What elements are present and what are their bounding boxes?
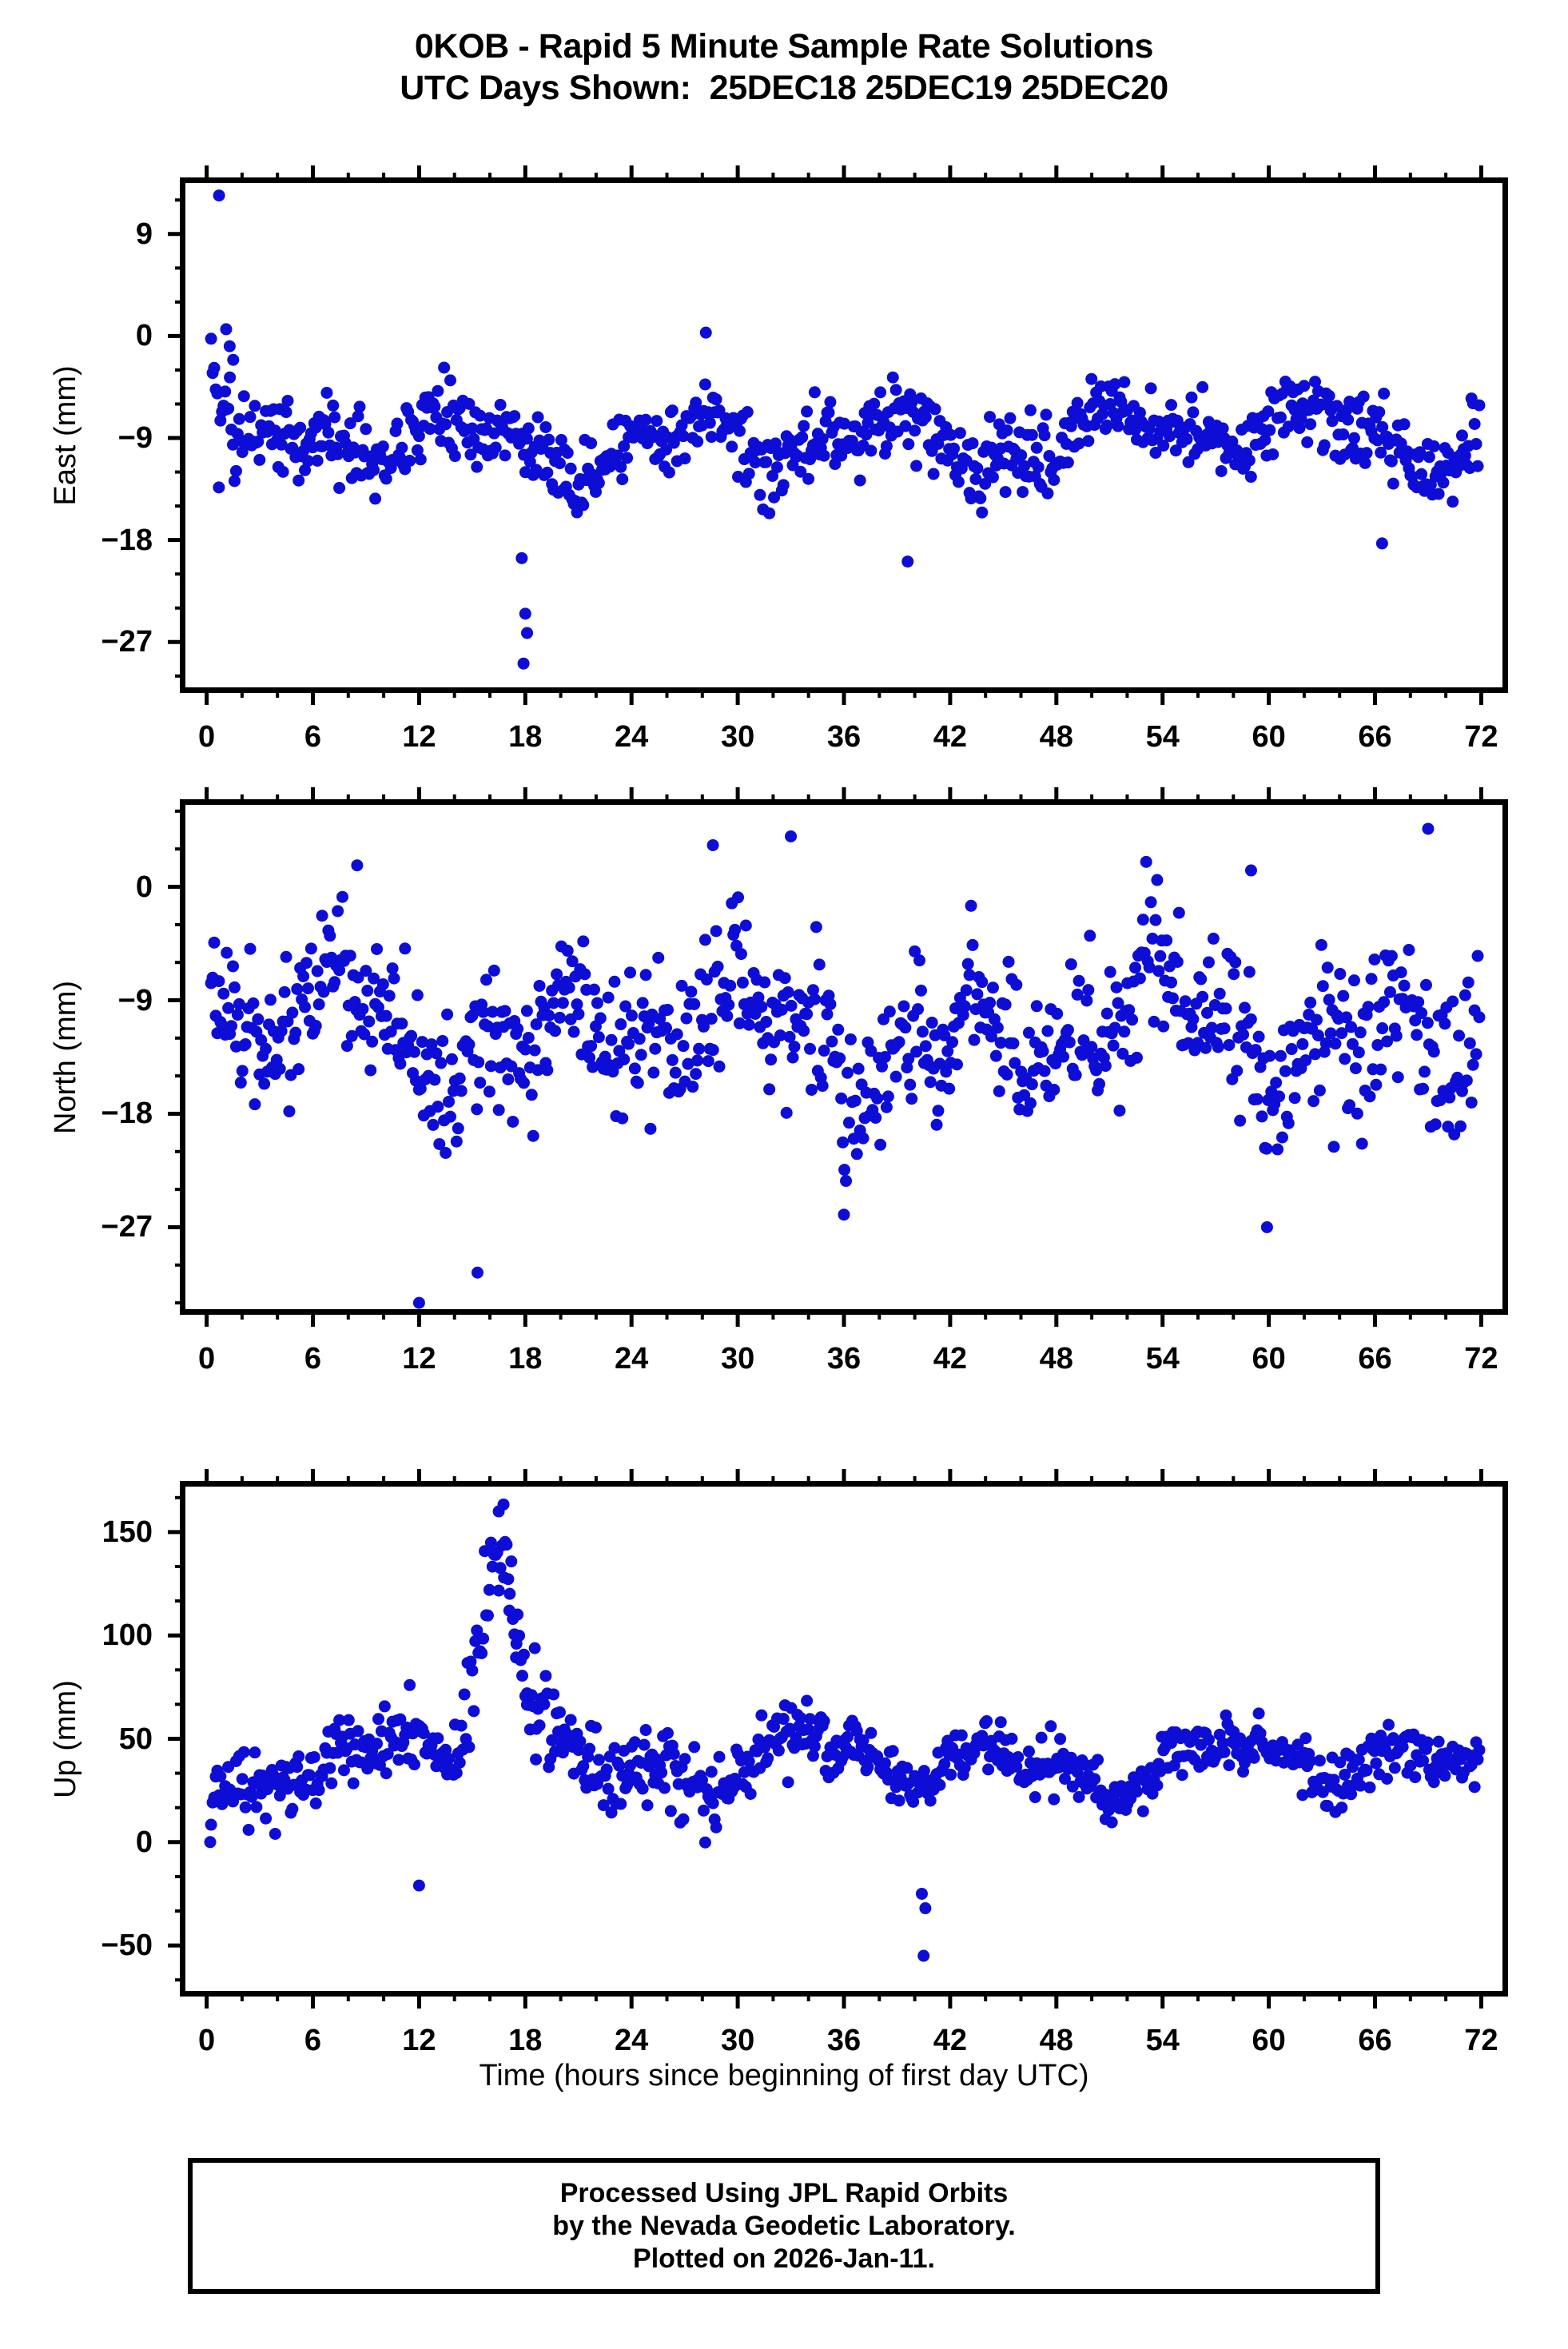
xtick-label-north-9: 54 — [1145, 1342, 1180, 1376]
xtick-label-east-2: 12 — [402, 720, 436, 754]
ytick-label-east-3: −18 — [101, 523, 153, 557]
ytick-label-up-2: 50 — [118, 1722, 153, 1756]
xtick-label-up-6: 36 — [826, 2024, 862, 2057]
xtick-label-up-10: 60 — [1252, 2024, 1286, 2057]
ytick-label-north-1: −9 — [117, 983, 153, 1017]
xtick-label-north-7: 42 — [933, 1342, 968, 1376]
xtick-label-up-2: 12 — [402, 2024, 436, 2057]
xtick-label-up-8: 48 — [1039, 2024, 1073, 2057]
xtick-label-north-10: 60 — [1252, 1342, 1286, 1376]
title-line-1: 0KOB - Rapid 5 Minute Sample Rate Soluti… — [414, 27, 1154, 66]
xtick-label-up-11: 66 — [1358, 2024, 1392, 2057]
figure-title: 0KOB - Rapid 5 Minute Sample Rate Soluti… — [0, 26, 1568, 109]
xtick-label-east-8: 48 — [1039, 720, 1073, 754]
title-line-2: UTC Days Shown: 25DEC18 25DEC19 25DEC20 — [400, 69, 1168, 107]
xtick-label-up-1: 6 — [304, 2024, 322, 2057]
xtick-label-north-3: 18 — [508, 1342, 543, 1376]
ytick-label-north-2: −18 — [101, 1097, 153, 1131]
ytick-label-up-0: 150 — [101, 1515, 153, 1549]
axis-ticks-east — [168, 165, 1483, 705]
ytick-label-up-1: 100 — [101, 1618, 153, 1653]
plot-canvas-north — [168, 787, 1486, 1327]
xtick-label-north-8: 48 — [1039, 1342, 1073, 1376]
xtick-label-east-4: 24 — [615, 720, 649, 754]
ytick-label-east-1: 0 — [135, 319, 153, 353]
ytick-label-east-2: −9 — [117, 421, 153, 456]
xtick-label-east-3: 18 — [508, 720, 543, 754]
yaxis-title-north: North (mm) — [49, 980, 82, 1134]
xtick-label-north-2: 12 — [402, 1342, 436, 1376]
xaxis-title: Time (hours since beginning of first day… — [479, 2059, 1089, 2092]
ytick-label-north-3: −27 — [101, 1210, 153, 1244]
xtick-label-up-4: 24 — [615, 2024, 649, 2057]
xtick-label-north-6: 36 — [826, 1342, 862, 1376]
xtick-label-east-1: 6 — [304, 720, 322, 754]
xtick-label-north-0: 0 — [198, 1342, 216, 1376]
footer-line-2: by the Nevada Geodetic Laboratory. — [552, 2210, 1016, 2241]
data-points-east — [205, 189, 1486, 670]
xtick-label-east-6: 36 — [826, 720, 862, 754]
data-points-up — [204, 1498, 1486, 1962]
panel-north: 0 −9 −18 −27 0 6 12 18 24 30 36 42 48 54 60 66 72 North (… — [49, 787, 1508, 1374]
xtick-label-east-5: 30 — [720, 720, 755, 754]
ytick-label-north-0: 0 — [135, 870, 153, 904]
xtick-label-north-1: 6 — [304, 1342, 322, 1376]
xtick-label-north-4: 24 — [615, 1342, 649, 1376]
xtick-label-up-12: 72 — [1464, 2024, 1498, 2057]
xtick-label-up-9: 54 — [1145, 2024, 1180, 2057]
xtick-label-east-10: 60 — [1252, 720, 1286, 754]
xtick-label-east-9: 54 — [1145, 720, 1180, 754]
ytick-label-up-3: 0 — [135, 1825, 153, 1859]
xtick-label-east-12: 72 — [1464, 720, 1498, 754]
footer-line-1: Processed Using JPL Rapid Orbits — [559, 2177, 1009, 2208]
xtick-label-up-7: 42 — [933, 2024, 968, 2057]
yaxis-title-up: Up (mm) — [49, 1679, 82, 1798]
panel-east: 9 0 −9 −18 −27 0 6 12 18 24 30 36 42 48 54 60 66 72 East (… — [49, 165, 1508, 752]
xtick-label-east-11: 66 — [1358, 720, 1392, 754]
footer-line-3: Plotted on 2026-Jan-11. — [633, 2243, 935, 2274]
ytick-label-up-4: −50 — [101, 1929, 153, 1963]
yaxis-title-east: East (mm) — [49, 364, 82, 506]
xtick-label-north-12: 72 — [1464, 1342, 1498, 1376]
xtick-label-east-7: 42 — [933, 720, 968, 754]
ytick-label-east-4: −27 — [101, 625, 153, 659]
xtick-label-east-0: 0 — [198, 720, 216, 754]
footer-box: Processed Using JPL Rapid Orbits by the … — [188, 2158, 1380, 2294]
xtick-label-up-3: 18 — [508, 2024, 543, 2057]
axis-ticks-up — [168, 1469, 1483, 2009]
xtick-label-up-5: 30 — [720, 2024, 755, 2057]
xtick-label-north-5: 30 — [720, 1342, 755, 1376]
xtick-label-north-11: 66 — [1358, 1342, 1392, 1376]
panel-up: 150 100 50 0 −50 0 6 12 18 24 30 36 42 48 54 60 66 72 Up (… — [49, 1469, 1508, 2056]
axis-ticks-north — [168, 787, 1483, 1327]
xtick-label-up-0: 0 — [198, 2024, 216, 2057]
data-points-north — [205, 822, 1486, 1309]
ytick-label-east-0: 9 — [135, 217, 153, 251]
plot-canvas-up — [168, 1469, 1486, 2009]
plot-canvas-east — [168, 165, 1486, 705]
